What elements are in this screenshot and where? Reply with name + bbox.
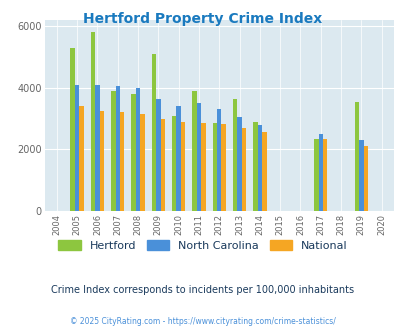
Bar (221, 124, 225, 211)
Bar (79, 106, 83, 211)
Bar (156, 99, 160, 211)
Bar (262, 132, 266, 211)
Bar (100, 111, 104, 211)
Bar (115, 86, 120, 211)
Bar (192, 91, 196, 211)
Bar (151, 54, 156, 211)
Bar (257, 125, 262, 211)
Bar (216, 109, 221, 211)
Bar (135, 88, 140, 211)
Bar (200, 123, 205, 211)
Bar (232, 99, 237, 211)
Bar (160, 118, 164, 211)
Bar (358, 140, 363, 211)
Bar (322, 139, 326, 211)
Bar (354, 102, 358, 211)
Bar (95, 84, 100, 211)
Bar (176, 106, 181, 211)
Legend: Hertford, North Carolina, National: Hertford, North Carolina, National (54, 236, 351, 255)
Bar (241, 128, 245, 211)
Text: Hertford Property Crime Index: Hertford Property Crime Index (83, 12, 322, 25)
Bar (140, 114, 144, 211)
Bar (75, 84, 79, 211)
Bar (313, 139, 318, 211)
Bar (363, 147, 367, 211)
Bar (91, 32, 95, 211)
Bar (181, 122, 185, 211)
Bar (237, 117, 241, 211)
Bar (120, 113, 124, 211)
Bar (196, 103, 201, 211)
Bar (318, 134, 322, 211)
Bar (252, 122, 257, 211)
Bar (212, 123, 216, 211)
Bar (70, 48, 75, 211)
Text: Crime Index corresponds to incidents per 100,000 inhabitants: Crime Index corresponds to incidents per… (51, 285, 354, 295)
Bar (172, 115, 176, 211)
Text: © 2025 CityRating.com - https://www.cityrating.com/crime-statistics/: © 2025 CityRating.com - https://www.city… (70, 317, 335, 326)
Bar (131, 94, 135, 211)
Bar (111, 91, 115, 211)
